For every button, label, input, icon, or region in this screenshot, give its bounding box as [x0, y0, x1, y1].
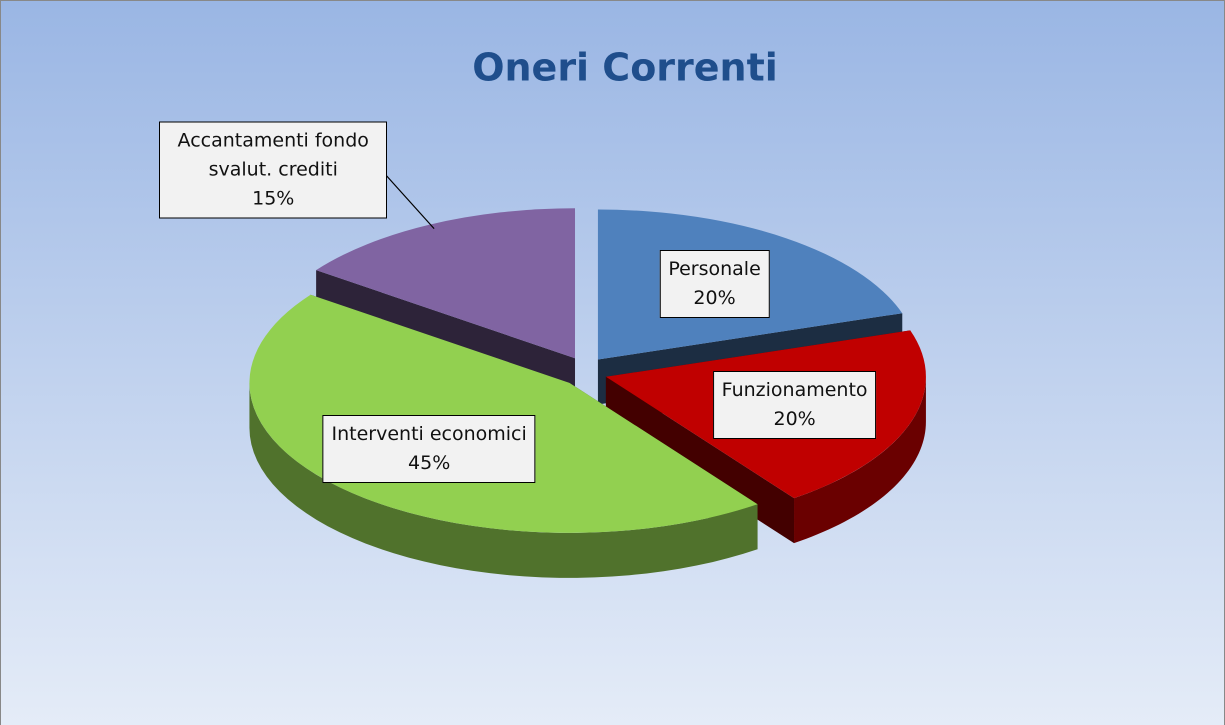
slice-wall [794, 376, 926, 544]
chart-title: Oneri Correnti [472, 46, 778, 90]
label-value: 20% [773, 408, 816, 431]
label-category: Personale [668, 258, 761, 281]
label-value: 20% [693, 287, 736, 310]
label-category: Funzionamento [721, 379, 868, 402]
label-value: 45% [408, 451, 451, 474]
data-label: Personale 20% [659, 250, 770, 319]
data-label: Accantamenti fondo svalut. crediti 15% [159, 121, 388, 219]
label-category: Accantamenti fondo svalut. crediti [177, 129, 369, 181]
label-category: Interventi economici [331, 422, 527, 445]
label-value: 15% [252, 187, 295, 210]
slice [316, 208, 576, 359]
data-label: Funzionamento 20% [712, 371, 877, 440]
data-label: Interventi economici 45% [322, 414, 536, 483]
slice-wall [249, 382, 758, 578]
